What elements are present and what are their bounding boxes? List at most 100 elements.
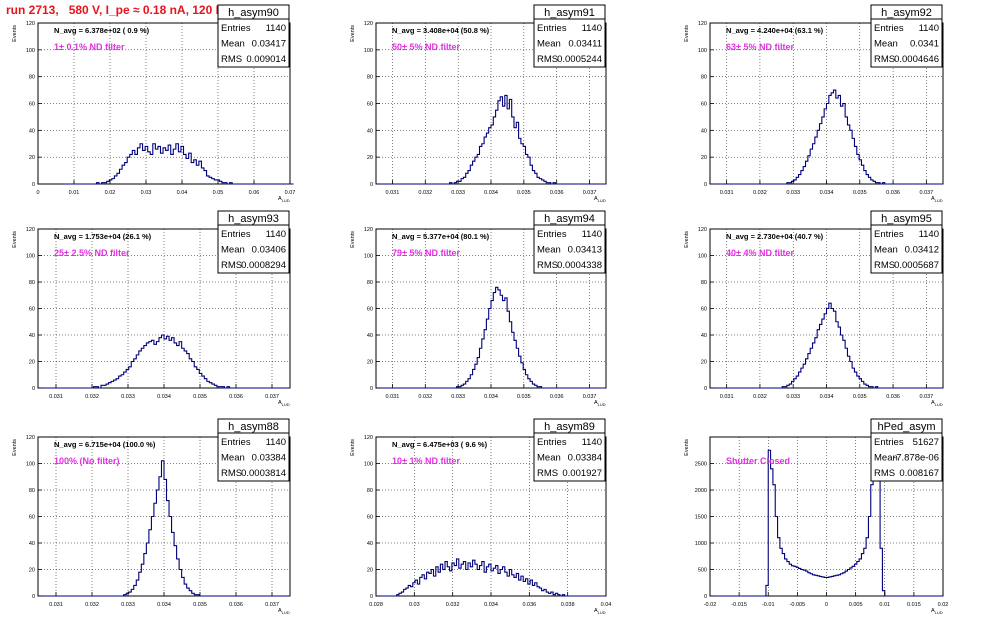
y-tick-label: 20 (367, 568, 373, 574)
stats-value-rms: 0.0004646 (894, 54, 939, 65)
y-tick-label: 0 (32, 182, 35, 188)
y-tick-label: 60 (29, 307, 35, 313)
stats-label-entries: Entries (874, 437, 904, 448)
x-tick-label: -0.005 (790, 602, 806, 608)
y-tick-label: 0 (370, 594, 373, 600)
stats-label-rms: RMS (874, 468, 895, 479)
histogram-panel-h_asym90[interactable]: 0 0.01 0.02 0.03 0.04 0.05 0.06 0.07 0 20 40 60 80 10… (12, 4, 296, 203)
navg-annotation: N_avg = 6.715e+04 (100.0 %) (54, 440, 156, 449)
histogram-panel-h_asym89[interactable]: 0.028 0.03 0.032 0.034 0.036 0.038 0.04 0 20 40 60… (350, 418, 611, 615)
x-tick-label: 0.035 (853, 190, 867, 196)
histogram-series-h_asym88 (38, 460, 290, 597)
y-tick-label: 0 (370, 182, 373, 188)
y-tick-label: 20 (701, 360, 707, 366)
filter-annotation: 25± 2.5% ND filter (54, 248, 130, 258)
x-tick-label: 0.031 (49, 394, 63, 400)
histogram-panel-h_asym95[interactable]: 0.031 0.032 0.033 0.034 0.035 0.036 0.037 0 20 40… (684, 210, 944, 407)
y-tick-label: 20 (701, 155, 707, 161)
y-tick-label: 40 (701, 333, 707, 339)
x-tick-label: 0.036 (522, 602, 536, 608)
stats-label-mean: Mean (537, 453, 561, 464)
y-tick-label: 40 (29, 128, 35, 134)
x-tick-label: 0.038 (561, 602, 575, 608)
histogram-panel-hPed_asym[interactable]: -0.02 -0.015 -0.01 -0.005 0 0.005 0.01 0.015 0.0… (684, 418, 948, 615)
y-tick-label: 20 (29, 360, 35, 366)
stats-label-entries: Entries (537, 437, 567, 448)
stats-label-entries: Entries (537, 23, 567, 34)
y-axis-title: Events (684, 439, 690, 456)
stats-label-entries: Entries (221, 437, 251, 448)
stats-label-mean: Mean (537, 245, 561, 256)
stats-value-entries: 1140 (582, 437, 602, 448)
x-axis-title: ALUD (278, 196, 290, 203)
y-tick-label: 120 (364, 227, 373, 233)
y-tick-label: 20 (367, 360, 373, 366)
y-tick-label: 100 (698, 48, 707, 54)
histogram-series-h_asym90 (63, 143, 294, 185)
x-tick-label: 0.06 (249, 190, 260, 196)
x-tick-label: 0.036 (550, 394, 564, 400)
histogram-panel-h_asym91[interactable]: 0.031 0.032 0.033 0.034 0.035 0.036 0.037 0 20 40… (350, 4, 607, 203)
x-tick-label: 0.02 (105, 190, 116, 196)
histogram-panel-h_asym93[interactable]: 0.031 0.032 0.033 0.034 0.035 0.036 0.037 0 20 40… (12, 210, 291, 407)
x-tick-label: 0.034 (157, 602, 171, 608)
y-tick-label: 2500 (695, 462, 707, 468)
x-tick-label: 0.036 (886, 394, 900, 400)
x-axis-title: ALUD (594, 608, 606, 615)
x-tick-label: 0.03 (409, 602, 420, 608)
y-axis-title: Events (350, 439, 356, 456)
x-tick-label: 0.034 (484, 190, 498, 196)
x-axis-title: ALUD (931, 608, 943, 615)
x-tick-label: 0.037 (919, 394, 933, 400)
navg-annotation: N_avg = 1.753e+04 (26.1 %) (54, 232, 152, 241)
y-tick-label: 60 (29, 102, 35, 108)
y-tick-label: 120 (26, 227, 35, 233)
stats-value-mean: 0.03384 (252, 453, 286, 464)
x-tick-label: 0 (825, 602, 828, 608)
y-tick-label: 120 (364, 21, 373, 27)
filter-annotation: 50± 5% ND filter (392, 42, 460, 52)
x-tick-label: 0.03 (141, 190, 152, 196)
stats-label-mean: Mean (874, 453, 898, 464)
y-tick-label: 120 (364, 435, 373, 441)
x-tick-label: 0.035 (517, 190, 531, 196)
x-tick-label: 0.035 (517, 394, 531, 400)
x-tick-label: 0.037 (583, 394, 597, 400)
stats-label-mean: Mean (221, 453, 245, 464)
histogram-panel-h_asym92[interactable]: 0.031 0.032 0.033 0.034 0.035 0.036 0.037 0 20 40… (684, 4, 944, 203)
y-tick-label: 80 (367, 280, 373, 286)
histogram-name: h_asym90 (228, 7, 279, 19)
y-axis-title: Events (12, 231, 18, 248)
stats-value-rms: 0.0008294 (241, 260, 286, 271)
y-tick-label: 0 (704, 386, 707, 392)
stats-label-rms: RMS (537, 468, 558, 479)
y-tick-label: 120 (26, 21, 35, 27)
stats-value-rms: 0.0005687 (894, 260, 939, 271)
navg-annotation: N_avg = 2.730e+04 (40.7 %) (726, 232, 824, 241)
stats-value-entries: 1140 (582, 23, 602, 34)
navg-annotation: N_avg = 4.240e+04 (63.1 %) (726, 26, 824, 35)
x-tick-label: 0.04 (177, 190, 188, 196)
y-tick-label: 80 (701, 280, 707, 286)
y-axis-title: Events (684, 25, 690, 42)
x-tick-label: 0.031 (720, 394, 734, 400)
stats-label-rms: RMS (537, 54, 558, 65)
stats-label-entries: Entries (221, 229, 251, 240)
x-tick-label: 0.032 (418, 190, 432, 196)
histogram-panel-h_asym88[interactable]: 0.031 0.032 0.033 0.034 0.035 0.036 0.037 0 20 40… (12, 418, 291, 615)
x-tick-label: 0.033 (121, 394, 135, 400)
stats-label-entries: Entries (537, 229, 567, 240)
x-tick-label: 0.031 (386, 394, 400, 400)
histogram-series-h_asym93 (38, 334, 290, 389)
histogram-panel-h_asym94[interactable]: 0.031 0.032 0.033 0.034 0.035 0.036 0.037 0 20 40… (350, 210, 607, 407)
y-tick-label: 60 (367, 307, 373, 313)
stats-value-mean: 0.03413 (568, 245, 602, 256)
filter-annotation: 1± 0.1% ND filter (54, 42, 125, 52)
x-tick-label: 0.015 (907, 602, 921, 608)
x-axis-title: ALUD (931, 400, 943, 407)
stats-value-mean: 0.03406 (252, 245, 286, 256)
x-tick-label: 0.07 (285, 190, 296, 196)
stats-value-entries: 1140 (266, 437, 286, 448)
x-tick-label: 0.01 (879, 602, 890, 608)
